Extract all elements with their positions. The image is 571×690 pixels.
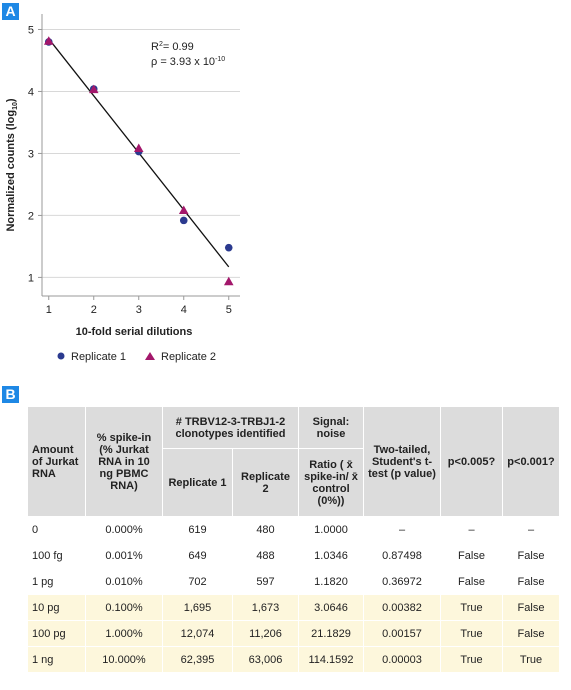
- cell-p001: False: [502, 542, 560, 569]
- point-replicate-1: [224, 243, 233, 252]
- cell-ratio: 114.1592: [298, 646, 364, 673]
- cell-amount: 0: [27, 516, 86, 543]
- y-axis-title: Normalized counts (log10): [5, 98, 19, 231]
- cell-spike: 0.000%: [85, 516, 163, 543]
- header-spike-in: % spike-in (% Jurkat RNA in 10 ng PBMC R…: [85, 406, 163, 517]
- cell-rep1: 702: [162, 568, 233, 595]
- cell-ratio: 21.1829: [298, 620, 364, 647]
- cell-rep2: 480: [232, 516, 299, 543]
- cell-p005: True: [440, 594, 503, 621]
- cell-p005: True: [440, 646, 503, 673]
- cell-p001: False: [502, 568, 560, 595]
- header-signal-noise: Signal: noise: [298, 406, 364, 449]
- data-points: [43, 36, 234, 286]
- table-row: 1 ng 10.000% 62,395 63,006 114.1592 0.00003 Tr…: [27, 646, 560, 673]
- scatter-plot: 1 2 3 4 5 1 2 3 4 5 R2= 0.99 ρ = 3.93 x 10-10 10-…: [5, 14, 240, 363]
- cell-amount: 10 pg: [27, 594, 86, 621]
- point-replicate-2: [88, 84, 99, 94]
- cell-rep2: 1,673: [232, 594, 299, 621]
- cell-amount: 100 fg: [27, 542, 86, 569]
- cell-rep2: 63,006: [232, 646, 299, 673]
- legend-label-replicate-1: Replicate 1: [71, 351, 126, 363]
- point-replicate-2: [223, 276, 234, 286]
- y-tick-label: 2: [28, 210, 34, 222]
- header-p005: p<0.005?: [440, 406, 503, 517]
- cell-rep1: 12,074: [162, 620, 233, 647]
- cell-rep2: 597: [232, 568, 299, 595]
- legend-label-replicate-2: Replicate 2: [161, 351, 216, 363]
- cell-ttest: 0.87498: [363, 542, 441, 569]
- cell-ttest: 0.00003: [363, 646, 441, 673]
- cell-p001: –: [502, 516, 560, 543]
- cell-ttest: 0.00382: [363, 594, 441, 621]
- legend-marker-replicate-2: [145, 352, 155, 360]
- x-tick-label: 3: [136, 304, 142, 316]
- cell-p001: False: [502, 594, 560, 621]
- table-row: 10 pg 0.100% 1,695 1,673 3.0646 0.00382 True Fa…: [27, 594, 560, 621]
- cell-ratio: 1.0000: [298, 516, 364, 543]
- point-replicate-1: [179, 216, 188, 225]
- panel-b-label: B: [2, 386, 19, 403]
- cell-p001: True: [502, 646, 560, 673]
- cell-p005: –: [440, 516, 503, 543]
- cell-rep2: 11,206: [232, 620, 299, 647]
- cell-ratio: 1.0346: [298, 542, 364, 569]
- header-ratio: Ratio ( x̄ spike-in/ x̄ control (0%)): [298, 448, 364, 517]
- point-replicate-2: [133, 143, 144, 152]
- header-replicate-1: Replicate 1: [162, 448, 233, 517]
- cell-amount: 100 pg: [27, 620, 86, 647]
- cell-rep1: 62,395: [162, 646, 233, 673]
- x-axis-title: 10-fold serial dilutions: [76, 326, 193, 338]
- y-tick-label: 3: [28, 148, 34, 160]
- header-amount: Amount of Jurkat RNA: [27, 406, 86, 517]
- cell-ratio: 3.0646: [298, 594, 364, 621]
- cell-ttest: –: [363, 516, 441, 543]
- y-tick-label: 1: [28, 272, 34, 284]
- point-replicate-2: [43, 36, 54, 45]
- axis-ticks: 1 2 3 4 5 1 2 3 4 5: [28, 24, 232, 316]
- cell-spike: 10.000%: [85, 646, 163, 673]
- legend-marker-replicate-1: [57, 352, 65, 360]
- r2-annotation: R2= 0.99: [151, 41, 194, 53]
- cell-spike: 0.100%: [85, 594, 163, 621]
- x-tick-label: 5: [226, 304, 232, 316]
- cell-rep1: 619: [162, 516, 233, 543]
- p-annotation: ρ = 3.93 x 10-10: [151, 56, 225, 68]
- header-t-test: Two-tailed, Student's t-test (p value): [363, 406, 441, 517]
- cell-rep1: 1,695: [162, 594, 233, 621]
- legend: Replicate 1 Replicate 2: [57, 351, 216, 363]
- cell-ttest: 0.00157: [363, 620, 441, 647]
- x-tick-label: 4: [181, 304, 187, 316]
- cell-ratio: 1.1820: [298, 568, 364, 595]
- header-p001: p<0.001?: [502, 406, 560, 517]
- table-body: 0 0.000% 619 480 1.0000– – –100 fg 0.001% 649 488…: [27, 516, 560, 673]
- cell-amount: 1 pg: [27, 568, 86, 595]
- x-tick-label: 2: [91, 304, 97, 316]
- y-tick-label: 5: [28, 24, 34, 36]
- table-row: 100 pg 1.000% 12,074 11,206 21.1829 0.00157 Tr…: [27, 620, 560, 647]
- cell-amount: 1 ng: [27, 646, 86, 673]
- y-tick-label: 4: [28, 86, 34, 98]
- cell-spike: 0.010%: [85, 568, 163, 595]
- table-row: 0 0.000% 619 480 1.0000– – –: [27, 516, 560, 543]
- cell-p001: False: [502, 620, 560, 647]
- x-tick-label: 1: [46, 304, 52, 316]
- cell-rep2: 488: [232, 542, 299, 569]
- cell-spike: 0.001%: [85, 542, 163, 569]
- cell-p005: True: [440, 620, 503, 647]
- cell-p005: False: [440, 568, 503, 595]
- results-table: Amount of Jurkat RNA % spike-in (% Jurka…: [27, 406, 560, 673]
- cell-ttest: 0.36972: [363, 568, 441, 595]
- table-row: 100 fg 0.001% 649 488 1.0346 0.87498 False Fals…: [27, 542, 560, 569]
- header-replicate-2: Replicate 2: [232, 448, 299, 517]
- cell-rep1: 649: [162, 542, 233, 569]
- header-clonotypes: # TRBV12-3-TRBJ1-2 clonotypes identified: [162, 406, 299, 449]
- cell-spike: 1.000%: [85, 620, 163, 647]
- point-replicate-2: [178, 205, 189, 214]
- panel-a-label: A: [2, 3, 19, 20]
- table-row: 1 pg 0.010% 702 597 1.1820 0.36972 False False: [27, 568, 560, 595]
- cell-p005: False: [440, 542, 503, 569]
